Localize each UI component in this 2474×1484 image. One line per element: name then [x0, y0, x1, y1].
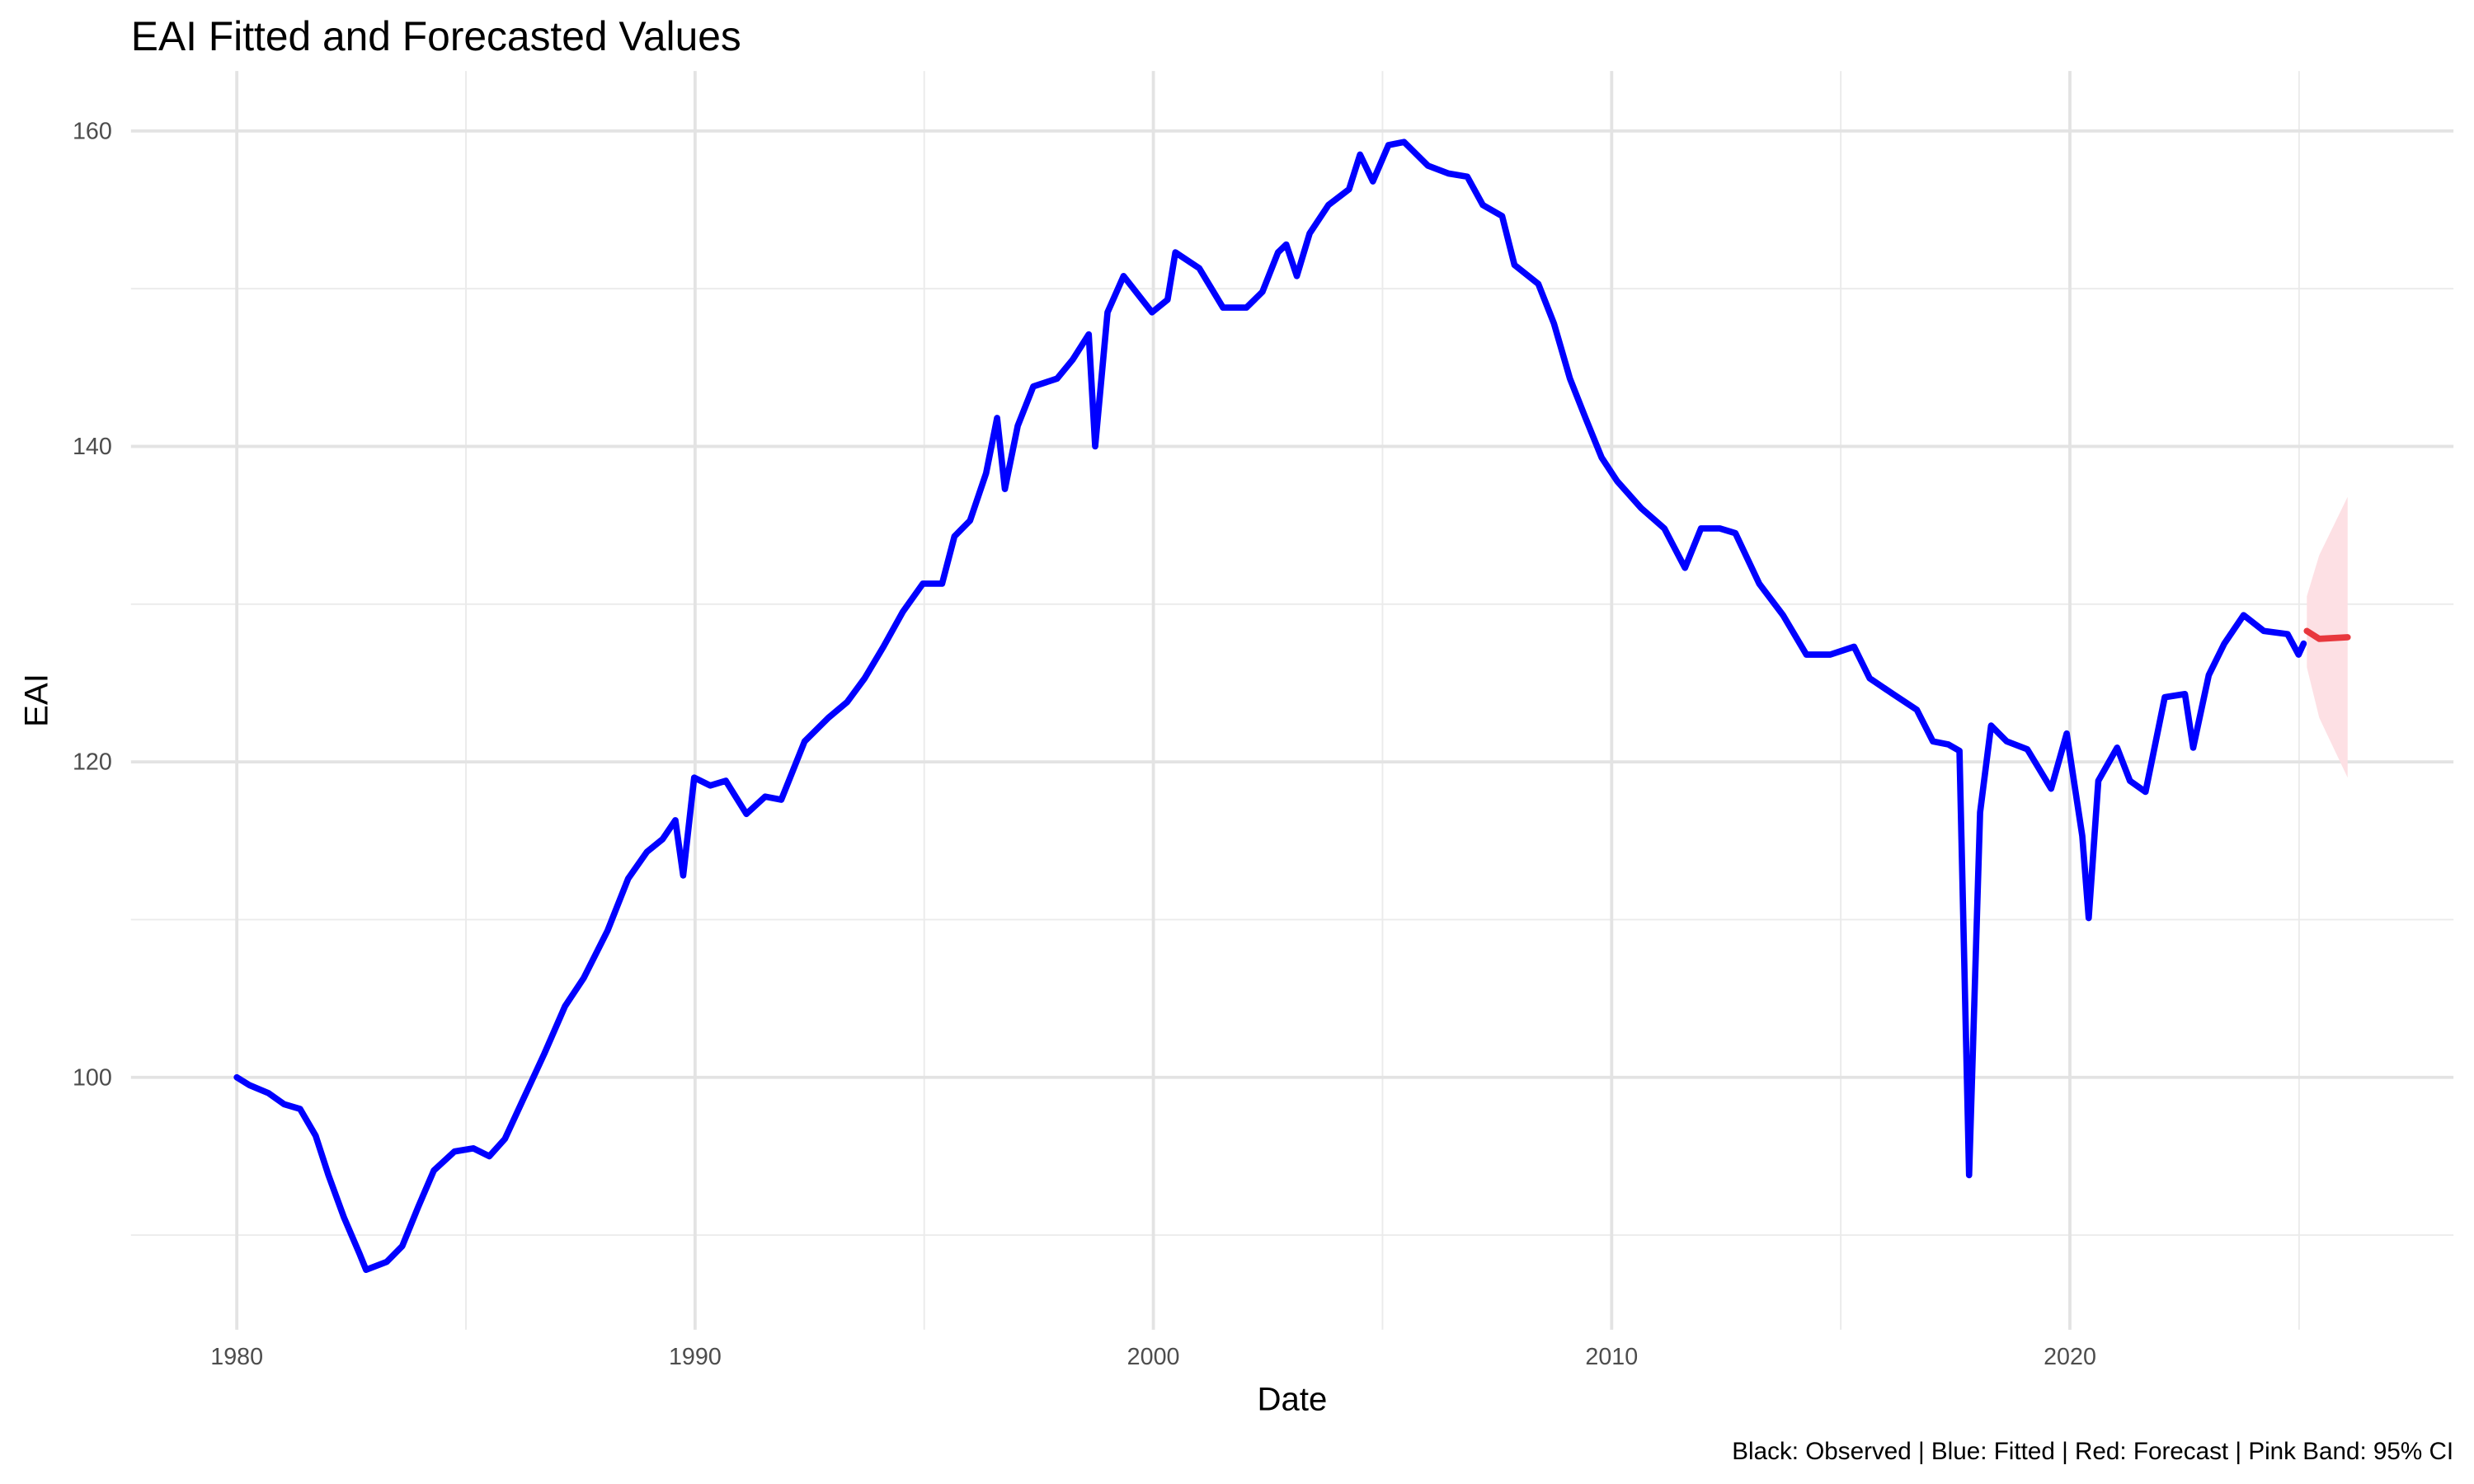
x-tick-label: 1990	[669, 1344, 722, 1370]
y-axis-title: EAI	[17, 674, 54, 727]
series-line	[2303, 627, 2351, 642]
caption: Black: Observed | Blue: Fitted | Red: Fo…	[1732, 1438, 2453, 1465]
y-tick-label: 100	[73, 1064, 112, 1091]
x-tick-label: 2000	[1127, 1344, 1180, 1370]
y-tick-label: 160	[73, 118, 112, 144]
x-tick-label: 2020	[2044, 1344, 2096, 1370]
x-tick-label: 2010	[1585, 1344, 1638, 1370]
chart-title: EAI Fitted and Forecasted Values	[131, 13, 741, 59]
series-line	[233, 139, 2307, 1274]
y-tick-label: 140	[73, 434, 112, 460]
x-axis-title: Date	[1258, 1380, 1328, 1417]
x-tick-label: 1980	[210, 1344, 263, 1370]
y-tick-label: 120	[73, 749, 112, 776]
